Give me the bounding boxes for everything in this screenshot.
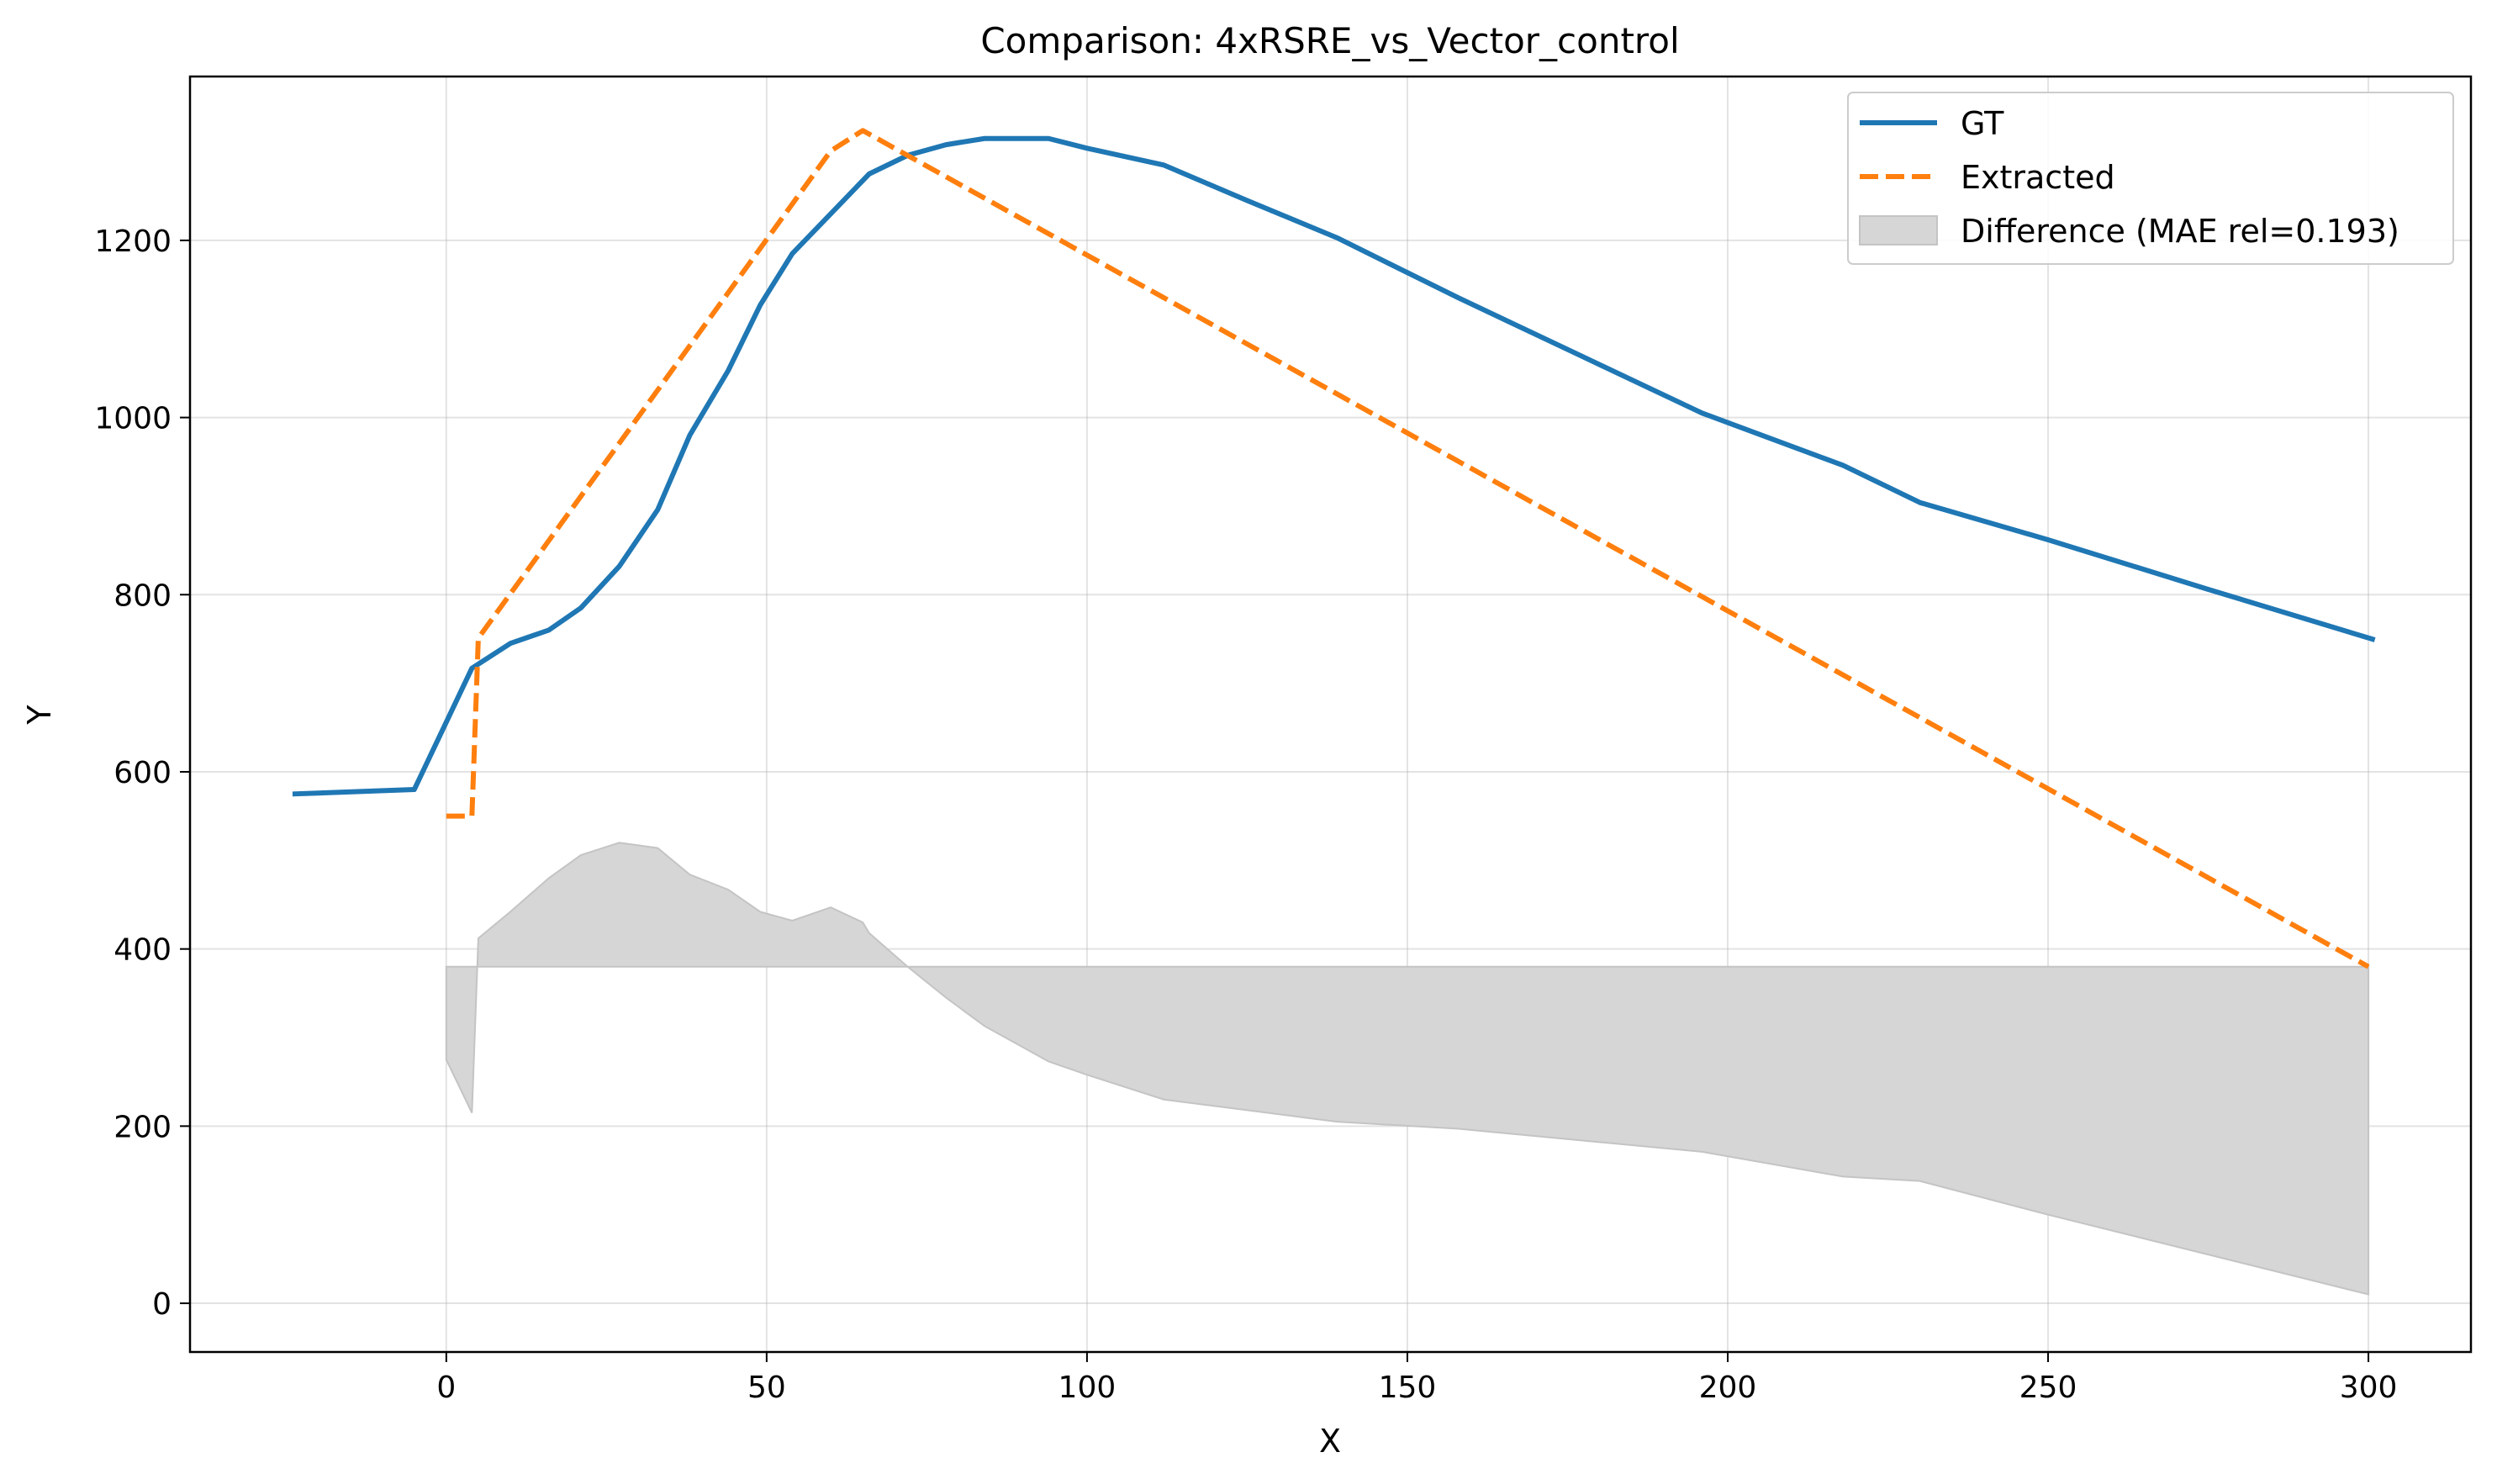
legend-label-difference: Difference (MAE rel=0.193) [1961, 213, 2399, 250]
x-tick-label: 250 [2019, 1370, 2077, 1405]
x-tick-label: 0 [436, 1370, 456, 1405]
fill-layer [445, 842, 2370, 1296]
y-axis-label: Y [21, 705, 58, 726]
x-tick-label: 100 [1058, 1370, 1117, 1405]
y-tick-label: 800 [114, 578, 172, 613]
x-tick-label: 50 [747, 1370, 786, 1405]
y-tick-label: 0 [152, 1287, 172, 1322]
x-axis-label: X [1319, 1423, 1341, 1460]
plot-frame [188, 75, 2473, 1354]
grid [190, 77, 2471, 1352]
legend-label-gt: GT [1961, 105, 2004, 142]
legend: GT Extracted Difference (MAE rel=0.193) [1847, 92, 2454, 265]
y-tick-label: 1200 [94, 224, 172, 259]
x-ticks: 0 50 100 150 200 250 300 [436, 1352, 2397, 1405]
series-line-gt [292, 135, 2376, 797]
series-line-extracted [446, 128, 2370, 969]
x-tick-label: 300 [2340, 1370, 2398, 1405]
legend-swatch-difference [1859, 215, 1938, 246]
chart-title: Comparison: 4xRSRE_vs_Vector_control [980, 20, 1679, 61]
series-layer [292, 128, 2376, 969]
y-ticks: 0 200 400 600 800 1000 1200 [94, 224, 190, 1322]
y-tick-label: 600 [114, 756, 172, 790]
x-tick-label: 150 [1379, 1370, 1437, 1405]
x-tick-label: 200 [1699, 1370, 1757, 1405]
legend-box [1847, 92, 2454, 265]
legend-label-extracted: Extracted [1961, 159, 2115, 196]
difference-area [445, 842, 2370, 1296]
y-tick-label: 400 [114, 933, 172, 968]
y-tick-label: 1000 [94, 402, 172, 436]
y-tick-label: 200 [114, 1110, 172, 1144]
